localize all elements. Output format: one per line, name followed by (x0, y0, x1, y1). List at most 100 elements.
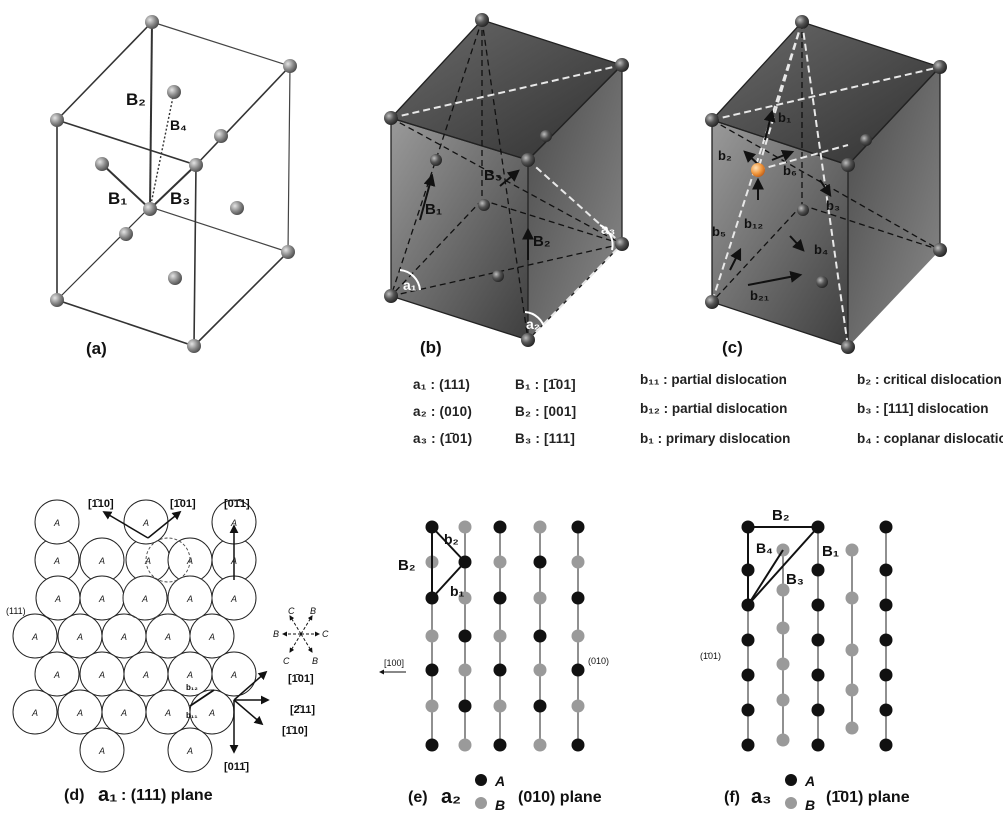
label-c-b21: b₂₁ (750, 288, 769, 303)
atom-A (571, 663, 585, 677)
atom-label-A: A (31, 632, 38, 642)
close-packed-atom (34, 499, 80, 545)
atom-label-A: A (31, 708, 38, 718)
label-a-B2: B₂ (126, 90, 146, 109)
atom-B (776, 657, 790, 671)
legend-b-row2-vector: B₂ : [001] (515, 404, 577, 419)
legend-f-B: B (805, 797, 815, 813)
atom-A (458, 699, 472, 713)
legend-b-row3-vector: B₃ : [111] (515, 431, 576, 446)
star-C3: C (283, 656, 290, 666)
dir-d-r1: [1̄01] (288, 673, 314, 685)
plane-tag-d: (111) (6, 606, 26, 616)
cube-b-side (528, 65, 622, 340)
atom-A (741, 668, 755, 682)
atom-B (493, 699, 507, 713)
dir-f-left: (1̄01) (700, 651, 721, 661)
label-d-b11: b₁₁ (186, 711, 198, 720)
legend-f-gray-dot (785, 797, 797, 809)
atom-A (741, 703, 755, 717)
label-b-a3: a₃ (601, 221, 615, 237)
label-c-b5: b₅ (712, 224, 726, 239)
atom-B (533, 663, 547, 677)
atom-B (533, 738, 547, 752)
legend-c: b₁₁ : partial dislocation b₂ : critical … (640, 372, 1003, 452)
atom-A (741, 738, 755, 752)
atom-B (458, 663, 472, 677)
atom-label-A: A (98, 746, 105, 756)
cube-b-top (391, 20, 622, 160)
atom-B (493, 629, 507, 643)
close-packed-atom (34, 651, 80, 697)
atom-label-A: A (186, 594, 193, 604)
caption-e-rest: (010) plane (518, 789, 602, 806)
panel-c-cube: b₁ b₂ b₆ b₃ b₁₂ b₄ b₅ b₂₁ (c) (705, 15, 947, 357)
dir-d-r3: [1̄10] (282, 725, 308, 737)
dir-d-r2: [2̄11] (290, 704, 315, 716)
atom-B (845, 721, 859, 735)
legend-c-row1-left: b₁₁ : partial dislocation (640, 372, 787, 387)
caption-a: (a) (86, 339, 107, 358)
caption-f-rest: (1̄01) plane (826, 789, 910, 806)
star-B3: B (312, 656, 318, 666)
atom-A (811, 598, 825, 612)
atom-label-A: A (164, 632, 171, 642)
label-f-B1: B₁ (822, 543, 839, 560)
legend-b-row2-plane: a₂ : (010) (413, 404, 473, 419)
dir-e-right: (010) (588, 656, 609, 666)
legend-f-black-dot (785, 774, 797, 786)
atom-A (811, 668, 825, 682)
legend-b-row3-plane: a₃ : (1̄01) (413, 431, 473, 446)
label-a-B3: B₃ (170, 189, 190, 208)
atom-B (845, 543, 859, 557)
caption-b: (b) (420, 338, 442, 357)
atom-A (493, 591, 507, 605)
atom-label-A: A (76, 708, 83, 718)
atom-B (776, 693, 790, 707)
atom-A (811, 633, 825, 647)
atom-label-A: A (76, 632, 83, 642)
legend-c-row2-left: b₁₂ : partial dislocation (640, 401, 788, 416)
atom-A (533, 699, 547, 713)
atom-A (879, 668, 893, 682)
atom-label-A: A (230, 594, 237, 604)
star-C1: C (288, 606, 295, 616)
atom-label-A: A (53, 518, 60, 528)
atom-label-A: A (208, 708, 215, 718)
atom-A (879, 738, 893, 752)
atom-B (458, 591, 472, 605)
panel-b-cube: B₁ B₃ B₂ a₁ a₂ a₃ (b) (384, 13, 629, 357)
atom-A (425, 738, 439, 752)
panel-a-atoms (50, 15, 297, 353)
atom-label-A: A (186, 556, 193, 566)
cube-b-front (391, 118, 528, 340)
atom-A (533, 629, 547, 643)
atom-B (425, 699, 439, 713)
atom-label-A: A (142, 518, 149, 528)
atom-label-A: A (144, 556, 151, 566)
atom-label-A: A (208, 632, 215, 642)
label-b-B1: B₁ (425, 201, 442, 218)
label-f-B3: B₃ (786, 571, 804, 588)
legend-c-row1-right: b₂ : critical dislocation (857, 372, 1002, 387)
atom-label-A: A (186, 670, 193, 680)
atom-A (493, 663, 507, 677)
panel-d-111-plane: A A A A AA A AA A A A AA A A A AA A A A AA A A A AA A C (6, 498, 329, 806)
panel-a-bct-cell: B₂ B₄ B₁ B₃ (a) (50, 15, 297, 358)
close-packed-atom (167, 727, 213, 773)
atom-label-A: A (98, 556, 105, 566)
atom-A (571, 591, 585, 605)
atom-A (879, 633, 893, 647)
atom-B (776, 733, 790, 747)
label-d-b12: b₁₂ (186, 683, 198, 692)
atom-label-A: A (53, 670, 60, 680)
caption-e-plane: a₂ (441, 786, 461, 808)
atom-B (776, 583, 790, 597)
label-c-b12: b₁₂ (744, 216, 763, 231)
label-a-B1: B₁ (108, 189, 127, 208)
atom-B (533, 520, 547, 534)
atom-A (571, 738, 585, 752)
dir-d-top3: [01̄1] (224, 498, 250, 510)
atom-label-A: A (120, 632, 127, 642)
